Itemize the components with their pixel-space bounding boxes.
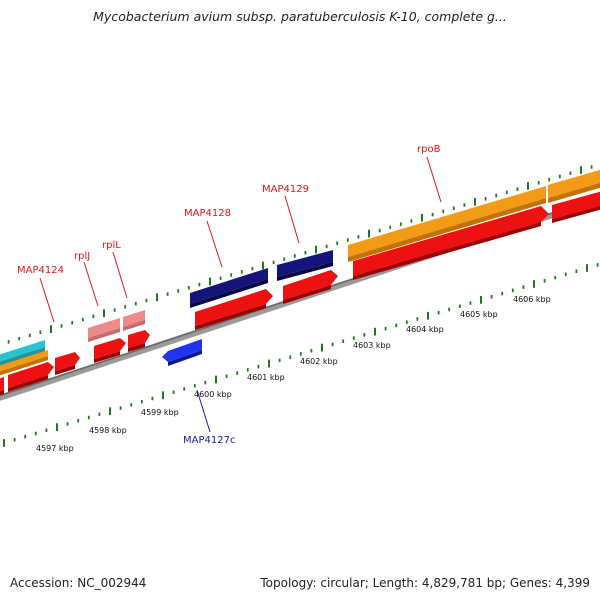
gene-label-callouts: MAP4124 rplJ rplL MAP4128 MAP4129 rpoB M… — [17, 144, 442, 446]
orange-gene-right[interactable] — [548, 167, 600, 203]
red-gene-map4129[interactable] — [283, 270, 338, 304]
kbp-label: 4603 kbp — [353, 341, 391, 350]
orange-gene-block-left[interactable] — [0, 350, 48, 377]
pink-gene-rpll[interactable] — [123, 310, 145, 331]
callout-map4129 — [284, 195, 300, 244]
gene-label-rpob[interactable]: rpoB — [417, 144, 441, 155]
kbp-label: 4599 kbp — [141, 408, 179, 417]
gene-label-map4124[interactable]: MAP4124 — [17, 265, 64, 276]
pink-gene-rplj[interactable] — [88, 318, 120, 342]
orange-gene-rpob[interactable] — [348, 186, 546, 262]
gene-label-map4127c[interactable]: MAP4127c — [183, 435, 235, 446]
gene-features — [0, 167, 600, 397]
gene-label-rpll[interactable]: rplL — [102, 240, 121, 251]
cyan-gene-block[interactable] — [0, 340, 45, 368]
red-gene-rplj[interactable] — [94, 338, 126, 363]
tick-row-upper — [7, 165, 593, 344]
red-gene-right[interactable] — [552, 189, 600, 223]
kbp-label: 4602 kbp — [300, 357, 338, 366]
callout-rpob — [426, 156, 442, 203]
callout-rplj — [83, 261, 99, 307]
accession-text: Accession: NC_002944 — [10, 576, 147, 590]
kbp-label: 4606 kbp — [513, 295, 551, 304]
callout-map4128 — [206, 220, 223, 268]
genome-summary-text: Topology: circular; Length: 4,829,781 bp… — [260, 576, 590, 590]
kbp-label: 4604 kbp — [406, 325, 444, 334]
kbp-label: 4600 kbp — [194, 390, 232, 399]
navy-gene-map4128[interactable] — [190, 268, 268, 308]
navy-gene-map4129[interactable] — [277, 250, 333, 281]
kbp-scale-labels: 4597 kbp 4598 kbp 4599 kbp 4600 kbp 4601… — [36, 295, 551, 453]
blue-gene-map4127c[interactable] — [162, 339, 202, 366]
page-title: Mycobacterium avium subsp. paratuberculo… — [93, 9, 507, 24]
gene-label-map4128[interactable]: MAP4128 — [184, 208, 231, 219]
gene-label-map4129[interactable]: MAP4129 — [262, 184, 309, 195]
kbp-label: 4605 kbp — [460, 310, 498, 319]
red-gene-left-1[interactable] — [0, 377, 4, 397]
callout-map4127c — [196, 389, 211, 433]
kbp-label: 4598 kbp — [89, 426, 127, 435]
callout-map4124 — [39, 277, 55, 323]
red-gene-map4124[interactable] — [55, 352, 80, 375]
red-gene-rpob[interactable] — [353, 206, 549, 280]
tick-row-lower — [3, 263, 599, 447]
red-gene-left-2[interactable] — [8, 362, 54, 392]
red-gene-map4128[interactable] — [195, 289, 273, 330]
red-gene-rpll[interactable] — [128, 330, 150, 352]
gene-label-rplj[interactable]: rplJ — [74, 251, 90, 262]
kbp-label: 4601 kbp — [247, 373, 285, 382]
callout-rpll — [112, 251, 128, 299]
kbp-label: 4597 kbp — [36, 444, 74, 453]
